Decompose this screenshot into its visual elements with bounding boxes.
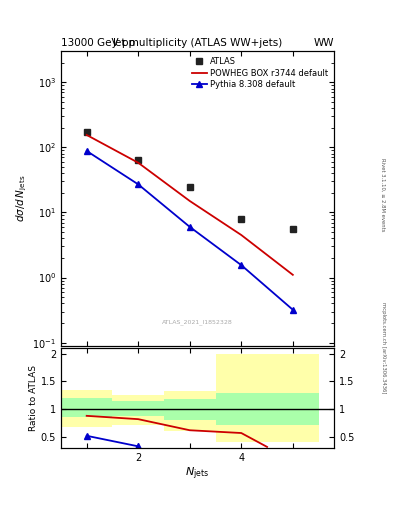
Text: ATLAS_2021_I1852328: ATLAS_2021_I1852328: [162, 319, 233, 325]
Pythia 8.308 default: [84, 148, 89, 154]
Line: ATLAS: ATLAS: [84, 129, 296, 232]
Y-axis label: Ratio to ATLAS: Ratio to ATLAS: [29, 365, 38, 431]
Title: Jet multiplicity (ATLAS WW+jets): Jet multiplicity (ATLAS WW+jets): [112, 38, 283, 48]
Pythia 8.308 default: [239, 262, 244, 268]
Line: POWHEG BOX r3744 default: POWHEG BOX r3744 default: [87, 135, 293, 275]
ATLAS: [290, 226, 295, 232]
POWHEG BOX r3744 default: [187, 198, 192, 204]
POWHEG BOX r3744 default: [84, 132, 89, 138]
Text: Rivet 3.1.10, ≥ 2.8M events: Rivet 3.1.10, ≥ 2.8M events: [381, 158, 386, 231]
Line: Pythia 8.308 default: Pythia 8.308 default: [84, 148, 296, 313]
Text: 13000 GeV pp: 13000 GeV pp: [61, 38, 135, 48]
POWHEG BOX r3744 default: [290, 272, 295, 278]
X-axis label: $N_\mathrm{jets}$: $N_\mathrm{jets}$: [185, 465, 209, 482]
ATLAS: [84, 129, 89, 135]
Legend: ATLAS, POWHEG BOX r3744 default, Pythia 8.308 default: ATLAS, POWHEG BOX r3744 default, Pythia …: [190, 55, 330, 91]
Pythia 8.308 default: [187, 224, 192, 230]
ATLAS: [136, 157, 141, 163]
POWHEG BOX r3744 default: [136, 160, 141, 166]
ATLAS: [239, 216, 244, 222]
Pythia 8.308 default: [290, 307, 295, 313]
ATLAS: [187, 183, 192, 189]
Text: mcplots.cern.ch [arXiv:1306.3436]: mcplots.cern.ch [arXiv:1306.3436]: [381, 303, 386, 394]
Pythia 8.308 default: [136, 181, 141, 187]
Text: WW: WW: [314, 38, 334, 48]
Y-axis label: $d\sigma/d\,N_\mathrm{jets}$: $d\sigma/d\,N_\mathrm{jets}$: [15, 175, 29, 222]
POWHEG BOX r3744 default: [239, 232, 244, 238]
